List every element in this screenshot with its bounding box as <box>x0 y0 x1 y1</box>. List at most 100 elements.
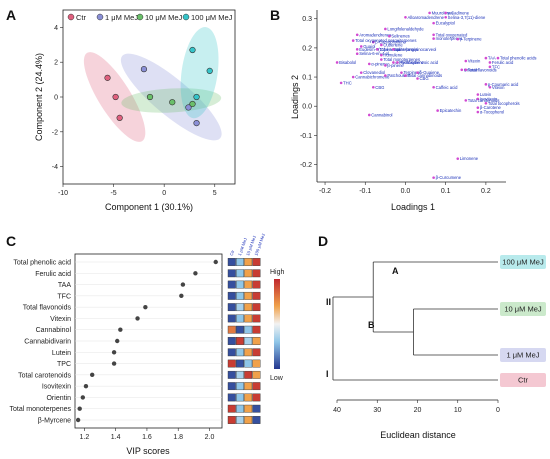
loading-point <box>335 61 339 64</box>
loading-point-label: α-Phellandrene <box>395 60 424 65</box>
panel-label-a: A <box>6 7 16 23</box>
vip-variable-label: Total phenolic acid <box>13 260 71 267</box>
loading-point <box>400 71 403 74</box>
loading-point-label: Selina-3,7(11)-diene <box>448 15 486 20</box>
vip-variable-label: Orientin <box>46 395 71 402</box>
legend-swatch-1um <box>96 13 104 21</box>
legend-swatch-10um <box>136 13 144 21</box>
heatmap-cell <box>235 382 244 391</box>
vip-variable-label: Isovitexin <box>42 384 71 391</box>
dendrogram-x-tick-label: 10 <box>454 407 462 414</box>
loadings-y-tick-label: 0.3 <box>302 16 312 23</box>
vip-point <box>193 271 198 276</box>
loading-point-label: Eudesm-7(11)-en-4-ol <box>359 47 400 52</box>
heatmap-cell <box>252 348 261 357</box>
heatmap-column-label: 10 μM MeJ <box>245 235 257 256</box>
heatmap-cell <box>227 370 236 379</box>
color-scale-low-label: Low <box>270 375 284 382</box>
pca-y-tick-label: -2 <box>52 129 58 136</box>
heatmap-cell <box>227 325 236 334</box>
loading-point-label: Total carotenoids <box>468 98 500 103</box>
vip-point <box>179 293 184 299</box>
loading-point-label: Limonene <box>460 156 479 161</box>
heatmap-cell <box>235 325 244 334</box>
loading-point-label: Caffeic acid <box>436 85 458 90</box>
heatmap-cell <box>227 269 236 278</box>
vip-x-tick-label: 1.4 <box>111 434 121 441</box>
loading-point-label: β-pinene <box>387 63 404 68</box>
loading-point-label: trans-longipinocarveol <box>395 47 436 52</box>
heatmap-cell <box>252 359 261 368</box>
loading-point-label: Cannabinol <box>371 112 392 117</box>
loading-point <box>396 61 399 64</box>
vip-point <box>75 417 81 423</box>
dendrogram-x-tick-label: 20 <box>414 407 422 414</box>
loading-point <box>367 62 371 66</box>
heatmap-cell <box>227 303 236 312</box>
heatmap-cell <box>244 291 253 300</box>
loading-point <box>432 21 435 25</box>
loading-point-label: Total flavonoids <box>468 67 497 72</box>
node-label-b: B <box>368 320 375 330</box>
vip-point <box>143 304 148 310</box>
pca-x-tick-label: 5 <box>213 190 217 197</box>
loadings-y-tick-label: -0.1 <box>300 133 312 140</box>
loading-point-label: Selina-6-en-4-ol <box>359 51 389 56</box>
loading-point <box>355 48 359 51</box>
vip-point <box>80 395 86 400</box>
loading-point <box>392 61 395 64</box>
heatmap-cell <box>244 416 253 424</box>
loading-point-label: Hydroxybenzoic acid <box>399 60 438 65</box>
pca-points <box>104 46 213 127</box>
heatmap-cell <box>235 291 244 300</box>
heatmap-cell <box>235 258 244 266</box>
loading-point-label: Total phenolic acids <box>500 56 537 61</box>
pca-y-tick-label: 0 <box>54 95 58 102</box>
leaf-label: 100 μM MeJ <box>502 258 544 267</box>
heatmap-cell <box>252 303 261 312</box>
loading-point-label: Cubenene <box>383 42 403 47</box>
vip-point <box>90 372 95 378</box>
color-scale-high-label: High <box>270 269 285 276</box>
heatmap-cell <box>227 359 236 368</box>
score-point-1um <box>193 119 200 127</box>
loading-point-label: THC <box>343 80 352 85</box>
score-point-ctr <box>112 93 119 101</box>
heatmap-cell <box>244 348 253 357</box>
loading-point-label: TAA <box>488 56 496 61</box>
loading-point-label: TFC <box>492 64 500 69</box>
vip-point <box>115 338 120 344</box>
heatmap-cell <box>244 303 253 312</box>
loading-point-label: Patchoulene <box>387 73 411 78</box>
heatmap-cell <box>252 269 261 278</box>
loading-point <box>476 97 480 101</box>
dendrogram-x-axis-label: Euclidean distance <box>380 430 456 440</box>
loading-point-label: Eucalyptol <box>436 21 455 26</box>
loading-point-label: γ-Terpinene <box>460 37 483 42</box>
node-label-i: I <box>326 369 329 379</box>
score-point-100um <box>206 67 213 74</box>
dendrogram-x-tick-label: 40 <box>333 407 341 414</box>
loadings-y-tick-label: -0.2 <box>300 162 312 169</box>
heatmap-cell <box>252 416 261 424</box>
loadings-x-tick-label: -0.1 <box>359 188 371 195</box>
vip-x-tick-label: 1.8 <box>173 434 183 441</box>
loadings-x-tick-label: 0.1 <box>441 188 451 195</box>
heatmap-cell <box>227 337 236 345</box>
loading-point <box>432 85 435 89</box>
loading-point <box>432 33 435 37</box>
vip-point <box>135 316 140 321</box>
loading-point <box>488 65 492 69</box>
loading-point <box>432 176 435 179</box>
node-label-a: A <box>392 266 399 276</box>
loading-point <box>380 58 383 61</box>
loading-point-label: Total monoterpenes <box>383 57 420 62</box>
heatmap-cell <box>244 314 253 323</box>
heatmap-column-label: Ctr <box>229 249 236 257</box>
loading-point-label: Muurolenes <box>432 10 454 15</box>
heatmap-cell <box>252 325 261 334</box>
loading-point <box>432 37 435 40</box>
vip-variable-label: TFC <box>57 293 71 300</box>
